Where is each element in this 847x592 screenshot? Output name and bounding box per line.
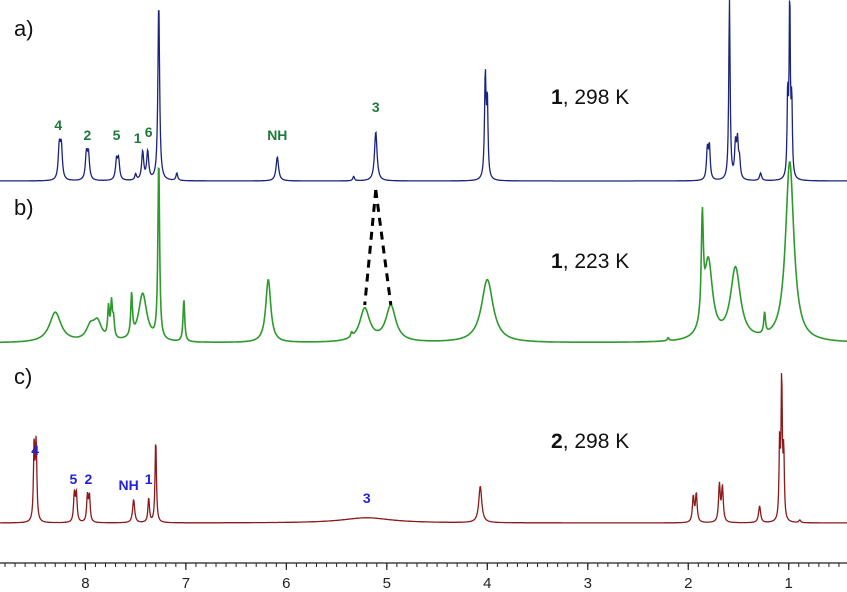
spectrum-c xyxy=(0,372,847,524)
temperature-label: , 298 K xyxy=(563,86,630,109)
compound-number: 1 xyxy=(551,86,563,109)
x-tick-label: 8 xyxy=(81,575,89,592)
spectrum-b xyxy=(0,161,847,344)
panel-label: c) xyxy=(14,364,32,389)
x-tick-label: 6 xyxy=(282,575,290,592)
x-tick-label: 3 xyxy=(584,575,592,592)
compound-number: 1 xyxy=(551,250,563,273)
peak-label: 5 xyxy=(113,127,121,143)
x-tick-label: 5 xyxy=(383,575,391,592)
coalescence-line-left xyxy=(363,189,378,306)
peak-label: 1 xyxy=(145,471,153,487)
condition-label: 1, 298 K xyxy=(551,86,629,109)
peak-label: NH xyxy=(118,477,138,493)
peak-label: 2 xyxy=(85,471,93,487)
coalescence-line-right xyxy=(374,189,393,306)
x-tick-label: 7 xyxy=(182,575,190,592)
spectrum-trace xyxy=(0,0,847,182)
panel-label: a) xyxy=(14,16,34,41)
peak-label: 1 xyxy=(134,130,142,146)
panel-label: b) xyxy=(14,195,34,220)
condition-label: 2, 298 K xyxy=(551,430,629,453)
temperature-label: , 298 K xyxy=(563,430,630,453)
peak-label: 4 xyxy=(31,442,39,458)
peak-label: 6 xyxy=(145,124,153,140)
spectrum-trace xyxy=(0,372,847,524)
compound-number: 2 xyxy=(551,430,563,453)
peak-label: 2 xyxy=(84,127,92,143)
spectrum-a xyxy=(0,0,847,182)
x-tick-label: 1 xyxy=(785,575,793,592)
peak-label: 3 xyxy=(363,490,371,506)
peak-label: 4 xyxy=(54,117,62,133)
spectrum-trace xyxy=(0,161,847,344)
peak-label: NH xyxy=(267,127,287,143)
temperature-label: , 223 K xyxy=(563,250,630,273)
x-tick-label: 2 xyxy=(684,575,692,592)
peak-label: 5 xyxy=(69,471,77,487)
peak-label: 3 xyxy=(372,99,380,115)
x-tick-label: 4 xyxy=(483,575,491,592)
condition-label: 1, 223 K xyxy=(551,250,629,273)
